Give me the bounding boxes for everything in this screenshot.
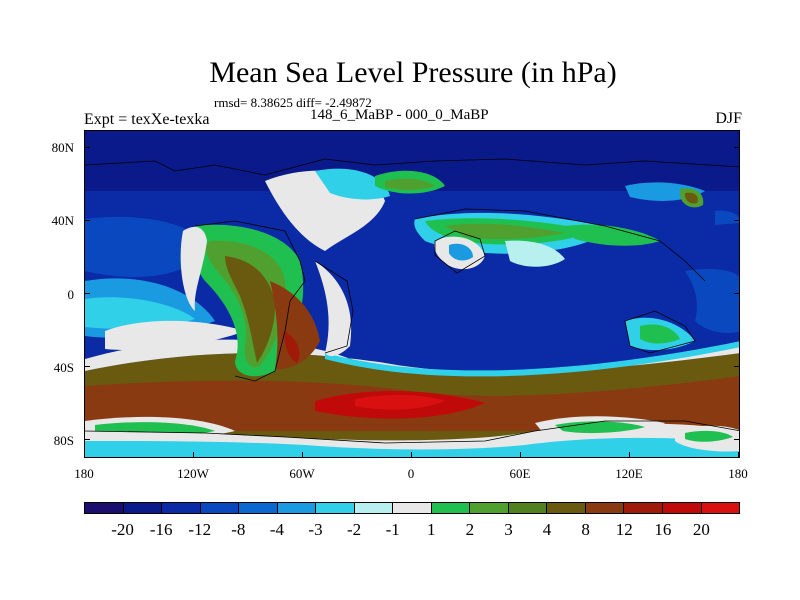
colorbar-box xyxy=(316,503,355,513)
lat-tick xyxy=(84,366,90,367)
lon-label: 180 xyxy=(728,466,748,481)
colorbar-box xyxy=(662,503,702,513)
colorbar-box xyxy=(624,503,663,513)
colorbar-label: 8 xyxy=(581,520,590,539)
colorbar-box xyxy=(470,503,509,513)
colorbar-label: -20 xyxy=(111,520,134,539)
lat-tick xyxy=(84,439,90,440)
colorbar-label: -4 xyxy=(269,520,285,539)
lat-tick-right xyxy=(734,220,740,221)
colorbar-box xyxy=(585,503,625,513)
lat-tick xyxy=(84,293,90,294)
lon-label: 0 xyxy=(407,466,415,481)
lat-tick-right xyxy=(734,147,740,148)
colorbar-label: 20 xyxy=(692,520,710,539)
lon-tick xyxy=(84,452,85,458)
colorbar-box xyxy=(431,503,471,513)
colorbar-label: 4 xyxy=(542,520,552,539)
colorbar-box xyxy=(393,503,432,513)
lon-tick xyxy=(193,452,194,458)
lon-label: 60W xyxy=(289,466,315,481)
lon-tick xyxy=(629,452,630,458)
colorbar-label: -12 xyxy=(188,520,212,539)
colorbar-box xyxy=(162,503,201,513)
colorbar xyxy=(84,502,740,514)
colorbar-label: -3 xyxy=(308,520,323,539)
colorbar-box xyxy=(354,503,394,513)
colorbar-box xyxy=(277,503,317,513)
colorbar-box xyxy=(123,503,163,513)
colorbar-label: -1 xyxy=(385,520,400,539)
lon-label: 120W xyxy=(177,466,209,481)
lat-label: 0 xyxy=(67,287,75,302)
lat-tick xyxy=(84,220,90,221)
colorbar-box xyxy=(701,503,740,513)
lon-tick xyxy=(411,452,412,458)
lon-tick xyxy=(738,452,739,458)
experiment-label: Expt = texXe-texka xyxy=(84,111,210,128)
colorbar-box xyxy=(85,503,124,513)
lat-tick-right xyxy=(734,366,740,367)
colorbar-label: -8 xyxy=(231,520,246,539)
colorbar-label: -16 xyxy=(149,520,173,539)
pressure-field xyxy=(85,131,739,457)
colorbar-box xyxy=(239,503,278,513)
lat-tick-right xyxy=(734,439,740,440)
colorbar-label: 12 xyxy=(615,520,633,539)
colorbar-label: 1 xyxy=(427,520,436,539)
colorbar-label: 2 xyxy=(465,520,475,539)
lon-label: 180 xyxy=(74,466,94,481)
pressure-map xyxy=(84,130,740,458)
lat-label: 40S xyxy=(53,360,74,375)
period-label: 148_6_MaBP - 000_0_MaBP xyxy=(310,107,489,123)
map-title: Mean Sea Level Pressure (in hPa) xyxy=(209,56,617,89)
colorbar-label: -2 xyxy=(347,520,362,539)
season-label: DJF xyxy=(715,110,742,127)
lon-tick xyxy=(520,452,521,458)
lat-label: 80N xyxy=(51,140,74,155)
colorbar-label: 3 xyxy=(504,520,513,539)
colorbar-box xyxy=(547,503,586,513)
colorbar-label: 16 xyxy=(654,520,672,539)
lat-tick xyxy=(84,147,90,148)
rmsd-diff-stats: rmsd= 8.38625 diff= -2.49872 xyxy=(214,95,372,110)
lat-label: 40N xyxy=(51,213,74,228)
lon-label: 120E xyxy=(615,466,643,481)
lat-tick-right xyxy=(734,293,740,294)
lon-tick xyxy=(302,452,303,458)
lat-label: 80S xyxy=(53,433,74,448)
lon-label: 60E xyxy=(509,466,531,481)
colorbar-box xyxy=(508,503,548,513)
colorbar-box xyxy=(200,503,240,513)
